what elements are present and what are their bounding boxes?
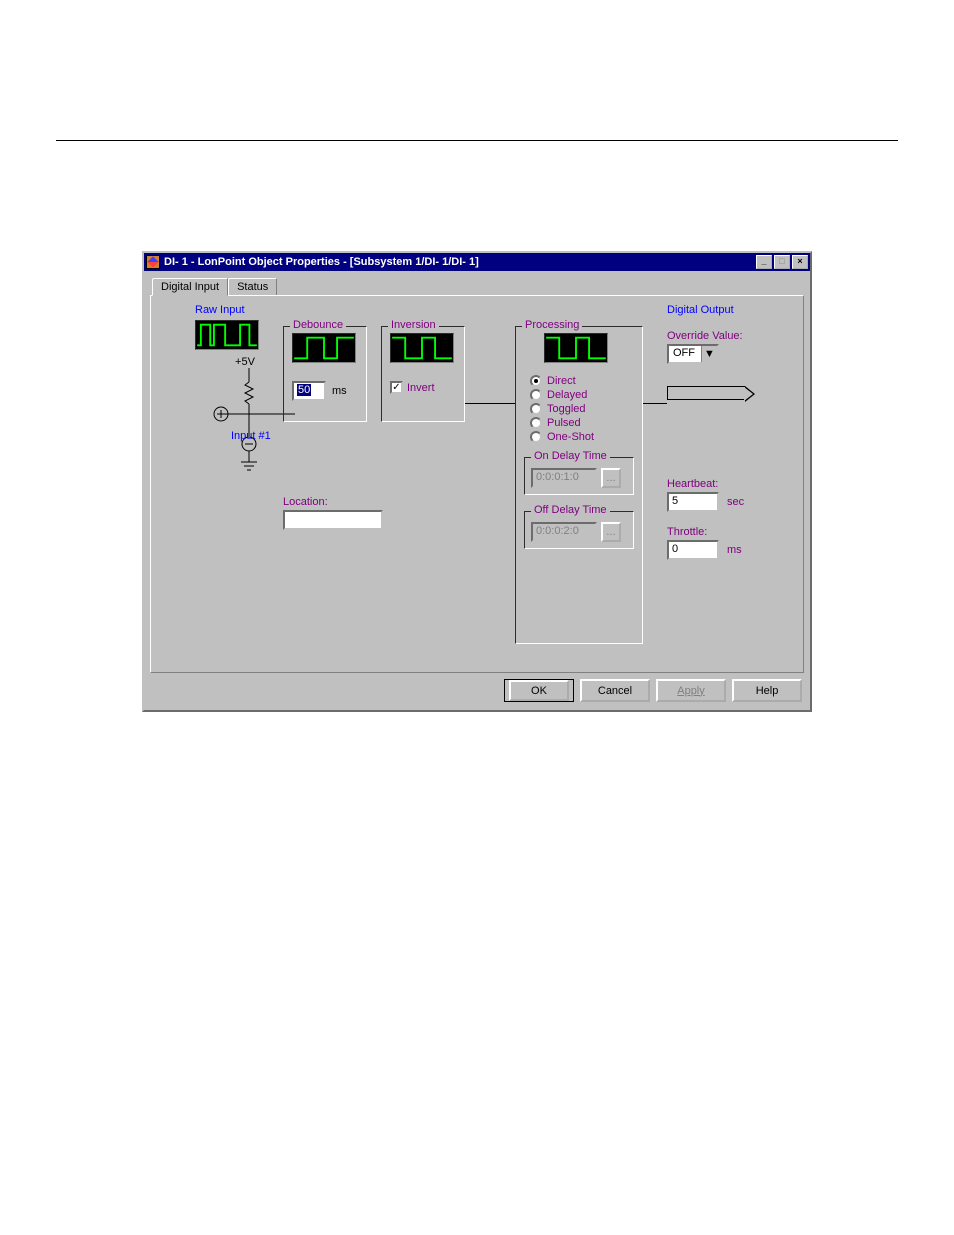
ok-button[interactable]: OK	[504, 679, 574, 702]
processing-waveform	[544, 333, 608, 363]
radio-one-shot[interactable]: One-Shot	[530, 431, 634, 443]
on-delay-browse-button: ...	[601, 468, 621, 488]
heartbeat-label: Heartbeat:	[667, 478, 797, 490]
debounce-group: Debounce 50 ms	[283, 326, 367, 422]
app-icon	[146, 255, 160, 269]
input-name: Input #1	[231, 430, 271, 442]
on-delay-group: On Delay Time 0:0:0:1:0 ...	[524, 457, 634, 495]
on-delay-legend: On Delay Time	[531, 450, 610, 462]
location-field[interactable]	[283, 510, 383, 530]
dialog-button-row: OK Cancel Apply Help	[150, 673, 804, 704]
off-delay-browse-button: ...	[601, 522, 621, 542]
client-area: Digital Input Status Raw Input +5V	[144, 271, 810, 710]
invert-label: Invert	[407, 382, 435, 394]
debounce-waveform	[292, 333, 356, 363]
on-delay-field: 0:0:0:1:0	[531, 468, 597, 488]
heartbeat-field[interactable]: 5	[667, 492, 719, 512]
throttle-label: Throttle:	[667, 526, 797, 538]
processing-legend: Processing	[522, 319, 582, 331]
maximize-button[interactable]: □	[774, 255, 790, 269]
radio-pulsed[interactable]: Pulsed	[530, 417, 634, 429]
connection-line-2	[643, 403, 667, 404]
tabstrip: Digital Input Status	[152, 277, 804, 295]
apply-button: Apply	[656, 679, 726, 702]
cancel-button[interactable]: Cancel	[580, 679, 650, 702]
raw-input-waveform	[195, 320, 259, 350]
tab-digital-input[interactable]: Digital Input	[152, 278, 228, 296]
raw-input-heading: Raw Input	[195, 304, 295, 316]
chevron-down-icon: ▼	[701, 346, 717, 362]
inversion-legend: Inversion	[388, 319, 439, 331]
heartbeat-unit: sec	[727, 496, 744, 508]
raw-input-voltage: +5V	[195, 356, 295, 368]
tab-panel: Raw Input +5V	[150, 295, 804, 673]
radio-delayed[interactable]: Delayed	[530, 389, 634, 401]
throttle-unit: ms	[727, 544, 742, 556]
tab-status[interactable]: Status	[228, 278, 277, 296]
override-label: Override Value:	[667, 330, 797, 342]
dialog-window: DI- 1 - LonPoint Object Properties - [Su…	[142, 251, 812, 712]
connection-line-1	[465, 403, 515, 404]
radio-toggled[interactable]: Toggled	[530, 403, 634, 415]
close-button[interactable]: ×	[792, 255, 808, 269]
debounce-unit: ms	[332, 385, 347, 397]
debounce-value-field[interactable]: 50	[292, 381, 326, 401]
off-delay-legend: Off Delay Time	[531, 504, 610, 516]
window-title: DI- 1 - LonPoint Object Properties - [Su…	[164, 256, 754, 268]
inversion-waveform	[390, 333, 454, 363]
off-delay-field: 0:0:0:2:0	[531, 522, 597, 542]
help-button[interactable]: Help	[732, 679, 802, 702]
inversion-group: Inversion ✓ Invert	[381, 326, 465, 422]
circuit-diagram	[195, 368, 295, 478]
invert-checkbox[interactable]: ✓ Invert	[390, 381, 435, 394]
output-arrow-icon	[667, 386, 745, 400]
processing-group: Processing Direct Delayed Toggled Pulsed…	[515, 326, 643, 644]
digital-output-heading: Digital Output	[667, 304, 797, 316]
radio-direct[interactable]: Direct	[530, 375, 634, 387]
throttle-field[interactable]: 0	[667, 540, 719, 560]
page-divider	[56, 140, 898, 141]
minimize-button[interactable]: _	[756, 255, 772, 269]
off-delay-group: Off Delay Time 0:0:0:2:0 ...	[524, 511, 634, 549]
titlebar: DI- 1 - LonPoint Object Properties - [Su…	[144, 253, 810, 271]
location-label: Location:	[283, 496, 383, 508]
debounce-legend: Debounce	[290, 319, 346, 331]
override-select[interactable]: OFF ▼	[667, 344, 719, 364]
